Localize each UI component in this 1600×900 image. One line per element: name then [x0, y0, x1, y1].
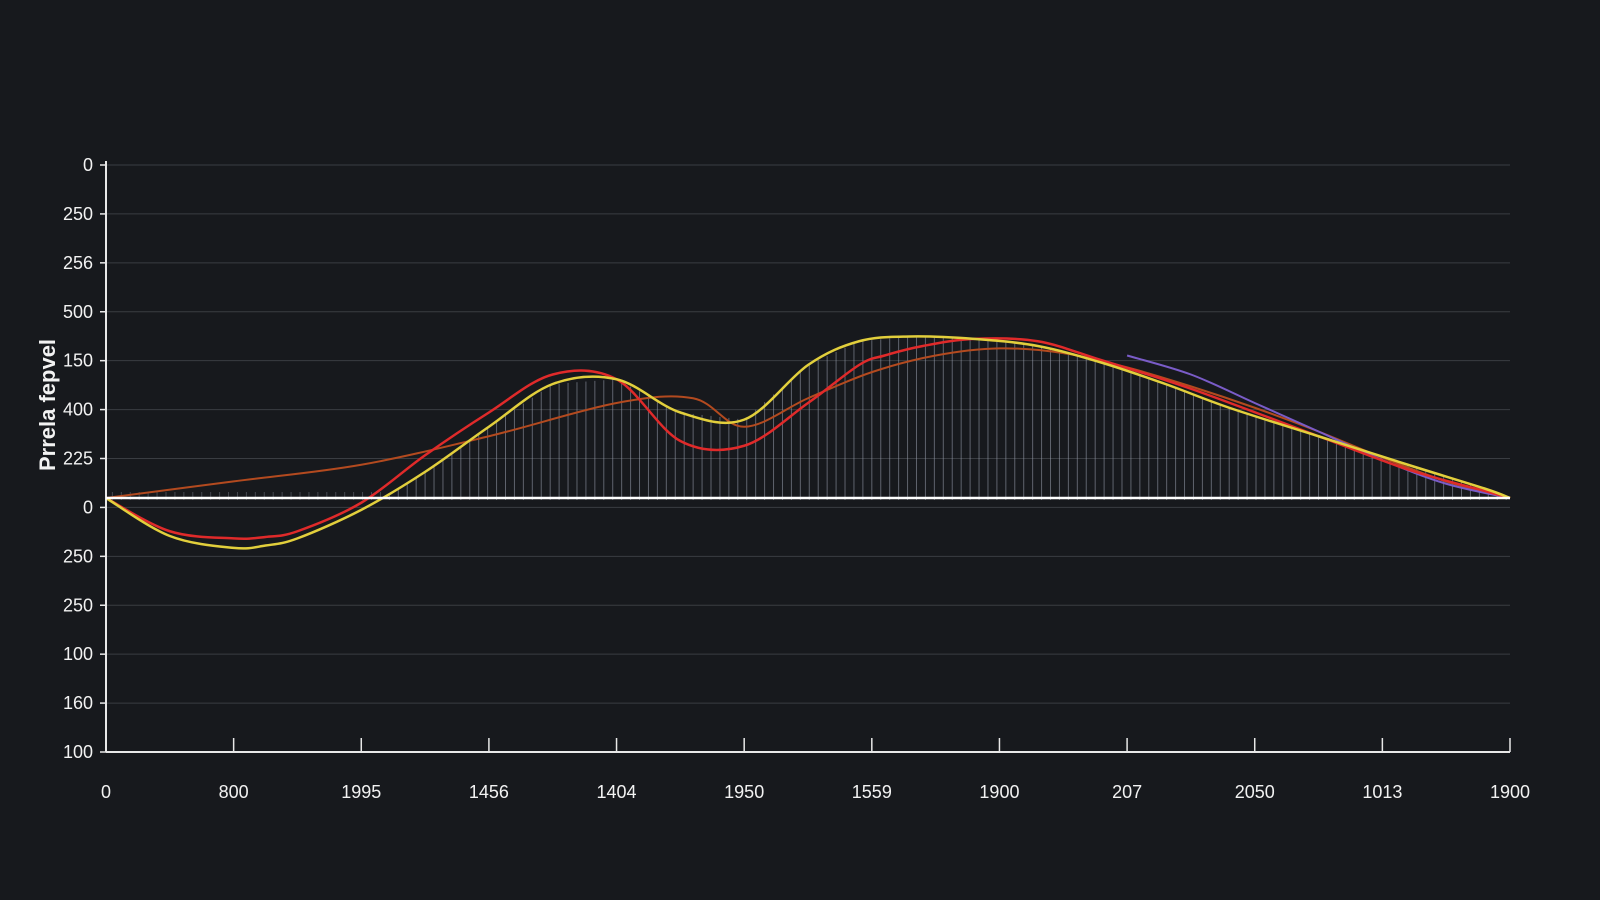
y-tick-label: 250 — [63, 204, 93, 224]
x-tick-label: 1900 — [1490, 782, 1530, 802]
y-axis-label: Prrela fepvel — [35, 339, 60, 471]
axes — [105, 161, 1510, 753]
x-tick-label: 1900 — [979, 782, 1019, 802]
y-tick-label: 400 — [63, 400, 93, 420]
y-tick-labels: 0 250 256 500 150 400 225 0 250 250 100 160 100 — [63, 155, 106, 762]
hatch-bars — [111, 336, 1507, 500]
y-tick-label: 100 — [63, 644, 93, 664]
y-tick-label: 0 — [83, 155, 93, 175]
y-tick-label: 500 — [63, 302, 93, 322]
x-tick-label: 1559 — [852, 782, 892, 802]
y-tick-label: 160 — [63, 693, 93, 713]
x-tick-label: 1995 — [341, 782, 381, 802]
y-tick-label: 100 — [63, 742, 93, 762]
series-line — [105, 337, 1511, 540]
y-tick-label: 225 — [63, 449, 93, 469]
x-tick-labels: 0 800 1995 1456 1404 1950 1559 1900 207 2050 1013 1… — [101, 738, 1530, 802]
x-tick-label: 800 — [219, 782, 249, 802]
y-tick-label: 150 — [63, 351, 93, 371]
y-tick-label: 250 — [63, 595, 93, 615]
x-tick-label: 1950 — [724, 782, 764, 802]
y-tick-label: 256 — [63, 253, 93, 273]
x-tick-label: 1013 — [1362, 782, 1402, 802]
x-tick-label: 0 — [101, 782, 111, 802]
x-tick-label: 207 — [1112, 782, 1142, 802]
x-tick-label: 1456 — [469, 782, 509, 802]
series-line — [1126, 354, 1511, 499]
series-lines — [105, 335, 1511, 550]
x-tick-label: 1404 — [597, 782, 637, 802]
series-line — [105, 335, 1511, 550]
gridlines — [106, 164, 1510, 753]
y-tick-label: 250 — [63, 546, 93, 566]
y-tick-label: 0 — [83, 497, 93, 517]
x-tick-label: 2050 — [1235, 782, 1275, 802]
